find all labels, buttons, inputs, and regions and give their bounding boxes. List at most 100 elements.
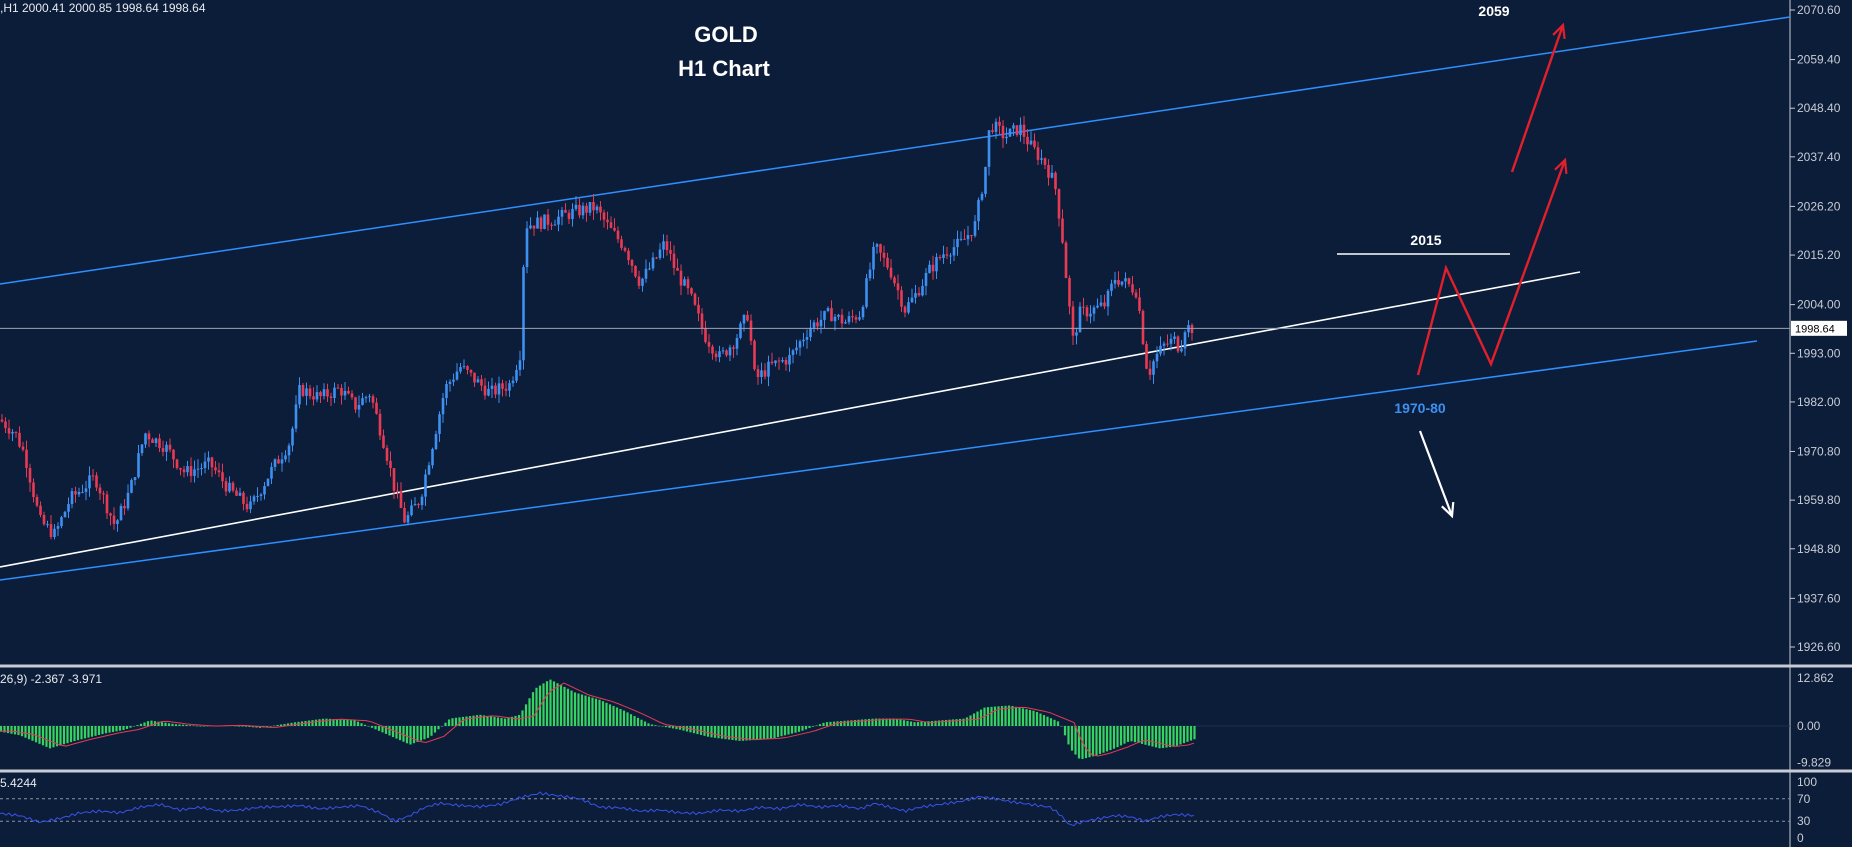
candle-body: [760, 370, 763, 378]
macd-bar: [825, 722, 829, 726]
candle-body: [651, 257, 655, 269]
macd-bar: [419, 726, 423, 741]
candle-body: [490, 385, 494, 389]
price-tick-label: 1937.60: [1797, 591, 1841, 605]
price-tick-label: 1982.00: [1797, 395, 1841, 409]
macd-bar: [640, 719, 643, 726]
macd-bar: [811, 726, 815, 727]
candle-body: [882, 252, 886, 258]
macd-bar: [272, 725, 276, 727]
macd-bar: [997, 706, 1000, 726]
candle-body: [410, 505, 413, 516]
candle-body: [25, 449, 28, 469]
candle-body: [907, 302, 910, 313]
macd-bar: [619, 709, 622, 726]
macd-bar: [885, 718, 888, 726]
macd-bar: [1049, 718, 1053, 726]
macd-bar: [482, 715, 486, 726]
candle-body: [935, 256, 938, 272]
macd-bar: [881, 718, 885, 726]
macd-bar: [930, 720, 934, 726]
macd-bar: [118, 726, 122, 731]
candle-body: [28, 468, 32, 483]
candle-body: [830, 308, 833, 322]
candle-body: [700, 313, 704, 329]
candle-body: [1057, 189, 1061, 219]
macd-bar: [1018, 707, 1021, 726]
candle-body: [557, 216, 560, 225]
macd-bar: [846, 720, 850, 726]
macd-bar: [1091, 726, 1095, 757]
candle-body: [452, 379, 455, 382]
macd-bar: [87, 726, 90, 738]
candle-body: [686, 279, 690, 289]
macd-panel: 12.862 0.00 -9.829: [0, 671, 1834, 770]
macd-bar: [643, 721, 647, 726]
macd-bar: [804, 726, 808, 730]
candle-body: [497, 383, 501, 395]
candle-body: [1005, 136, 1008, 139]
price-tick-label: 2015.20: [1797, 248, 1841, 262]
candle-body: [861, 306, 865, 318]
macd-bar: [94, 726, 97, 736]
macd-bar: [941, 720, 944, 726]
candle-body: [399, 491, 403, 508]
macd-bar: [468, 716, 472, 726]
candle-body: [508, 383, 511, 391]
candle-body: [1166, 343, 1169, 345]
macd-bar: [45, 726, 48, 747]
candle-body: [956, 238, 959, 248]
candle-body: [1113, 279, 1117, 284]
candle-body: [1012, 125, 1015, 129]
candle-body: [539, 217, 543, 229]
candle-body: [385, 447, 389, 461]
macd-bar: [794, 726, 797, 733]
candle-body: [613, 227, 616, 231]
chart-subtitle: H1 Chart: [678, 56, 770, 81]
candle-body: [448, 381, 452, 385]
candle-body: [693, 293, 697, 305]
candle-body: [732, 347, 735, 349]
candle-body: [277, 459, 280, 464]
candle-body: [161, 448, 165, 452]
candle-body: [742, 314, 746, 324]
candle-body: [767, 361, 770, 377]
macd-bar: [773, 726, 776, 738]
macd-bar: [626, 712, 629, 726]
target-level-label: 2059: [1478, 3, 1509, 19]
macd-bar: [657, 725, 661, 727]
macd-bar: [314, 719, 318, 726]
macd-bar: [356, 721, 360, 726]
candle-body: [886, 257, 889, 268]
candle-body: [655, 257, 658, 259]
macd-bar: [1004, 705, 1007, 726]
candle-body: [529, 225, 532, 229]
macd-bar: [556, 683, 559, 726]
macd-bar: [1060, 726, 1063, 727]
macd-bar: [878, 718, 881, 726]
macd-bar: [241, 726, 244, 727]
macd-bar: [150, 720, 153, 726]
candle-body: [1190, 324, 1194, 334]
candle-body: [1131, 284, 1134, 293]
macd-bar: [69, 726, 73, 743]
macd-bar: [1032, 710, 1035, 726]
candle-body: [144, 433, 147, 445]
macd-bar: [167, 723, 171, 726]
price-tick-label: 2004.00: [1797, 298, 1841, 312]
macd-bar: [787, 726, 790, 735]
candle-body: [770, 361, 774, 364]
candle-body: [483, 385, 487, 396]
zigzag-arrowhead: [1554, 157, 1568, 175]
candle-body: [70, 491, 74, 505]
macd-bar: [307, 720, 311, 726]
macd-bar: [164, 722, 167, 726]
macd-bar: [402, 726, 405, 742]
candle-body: [1138, 297, 1141, 311]
macd-bar: [1109, 726, 1112, 751]
candle-body: [546, 214, 550, 225]
candle-body: [805, 337, 809, 340]
macd-bar: [290, 722, 293, 726]
macd-bar: [185, 724, 188, 726]
macd-bar: [944, 719, 948, 726]
